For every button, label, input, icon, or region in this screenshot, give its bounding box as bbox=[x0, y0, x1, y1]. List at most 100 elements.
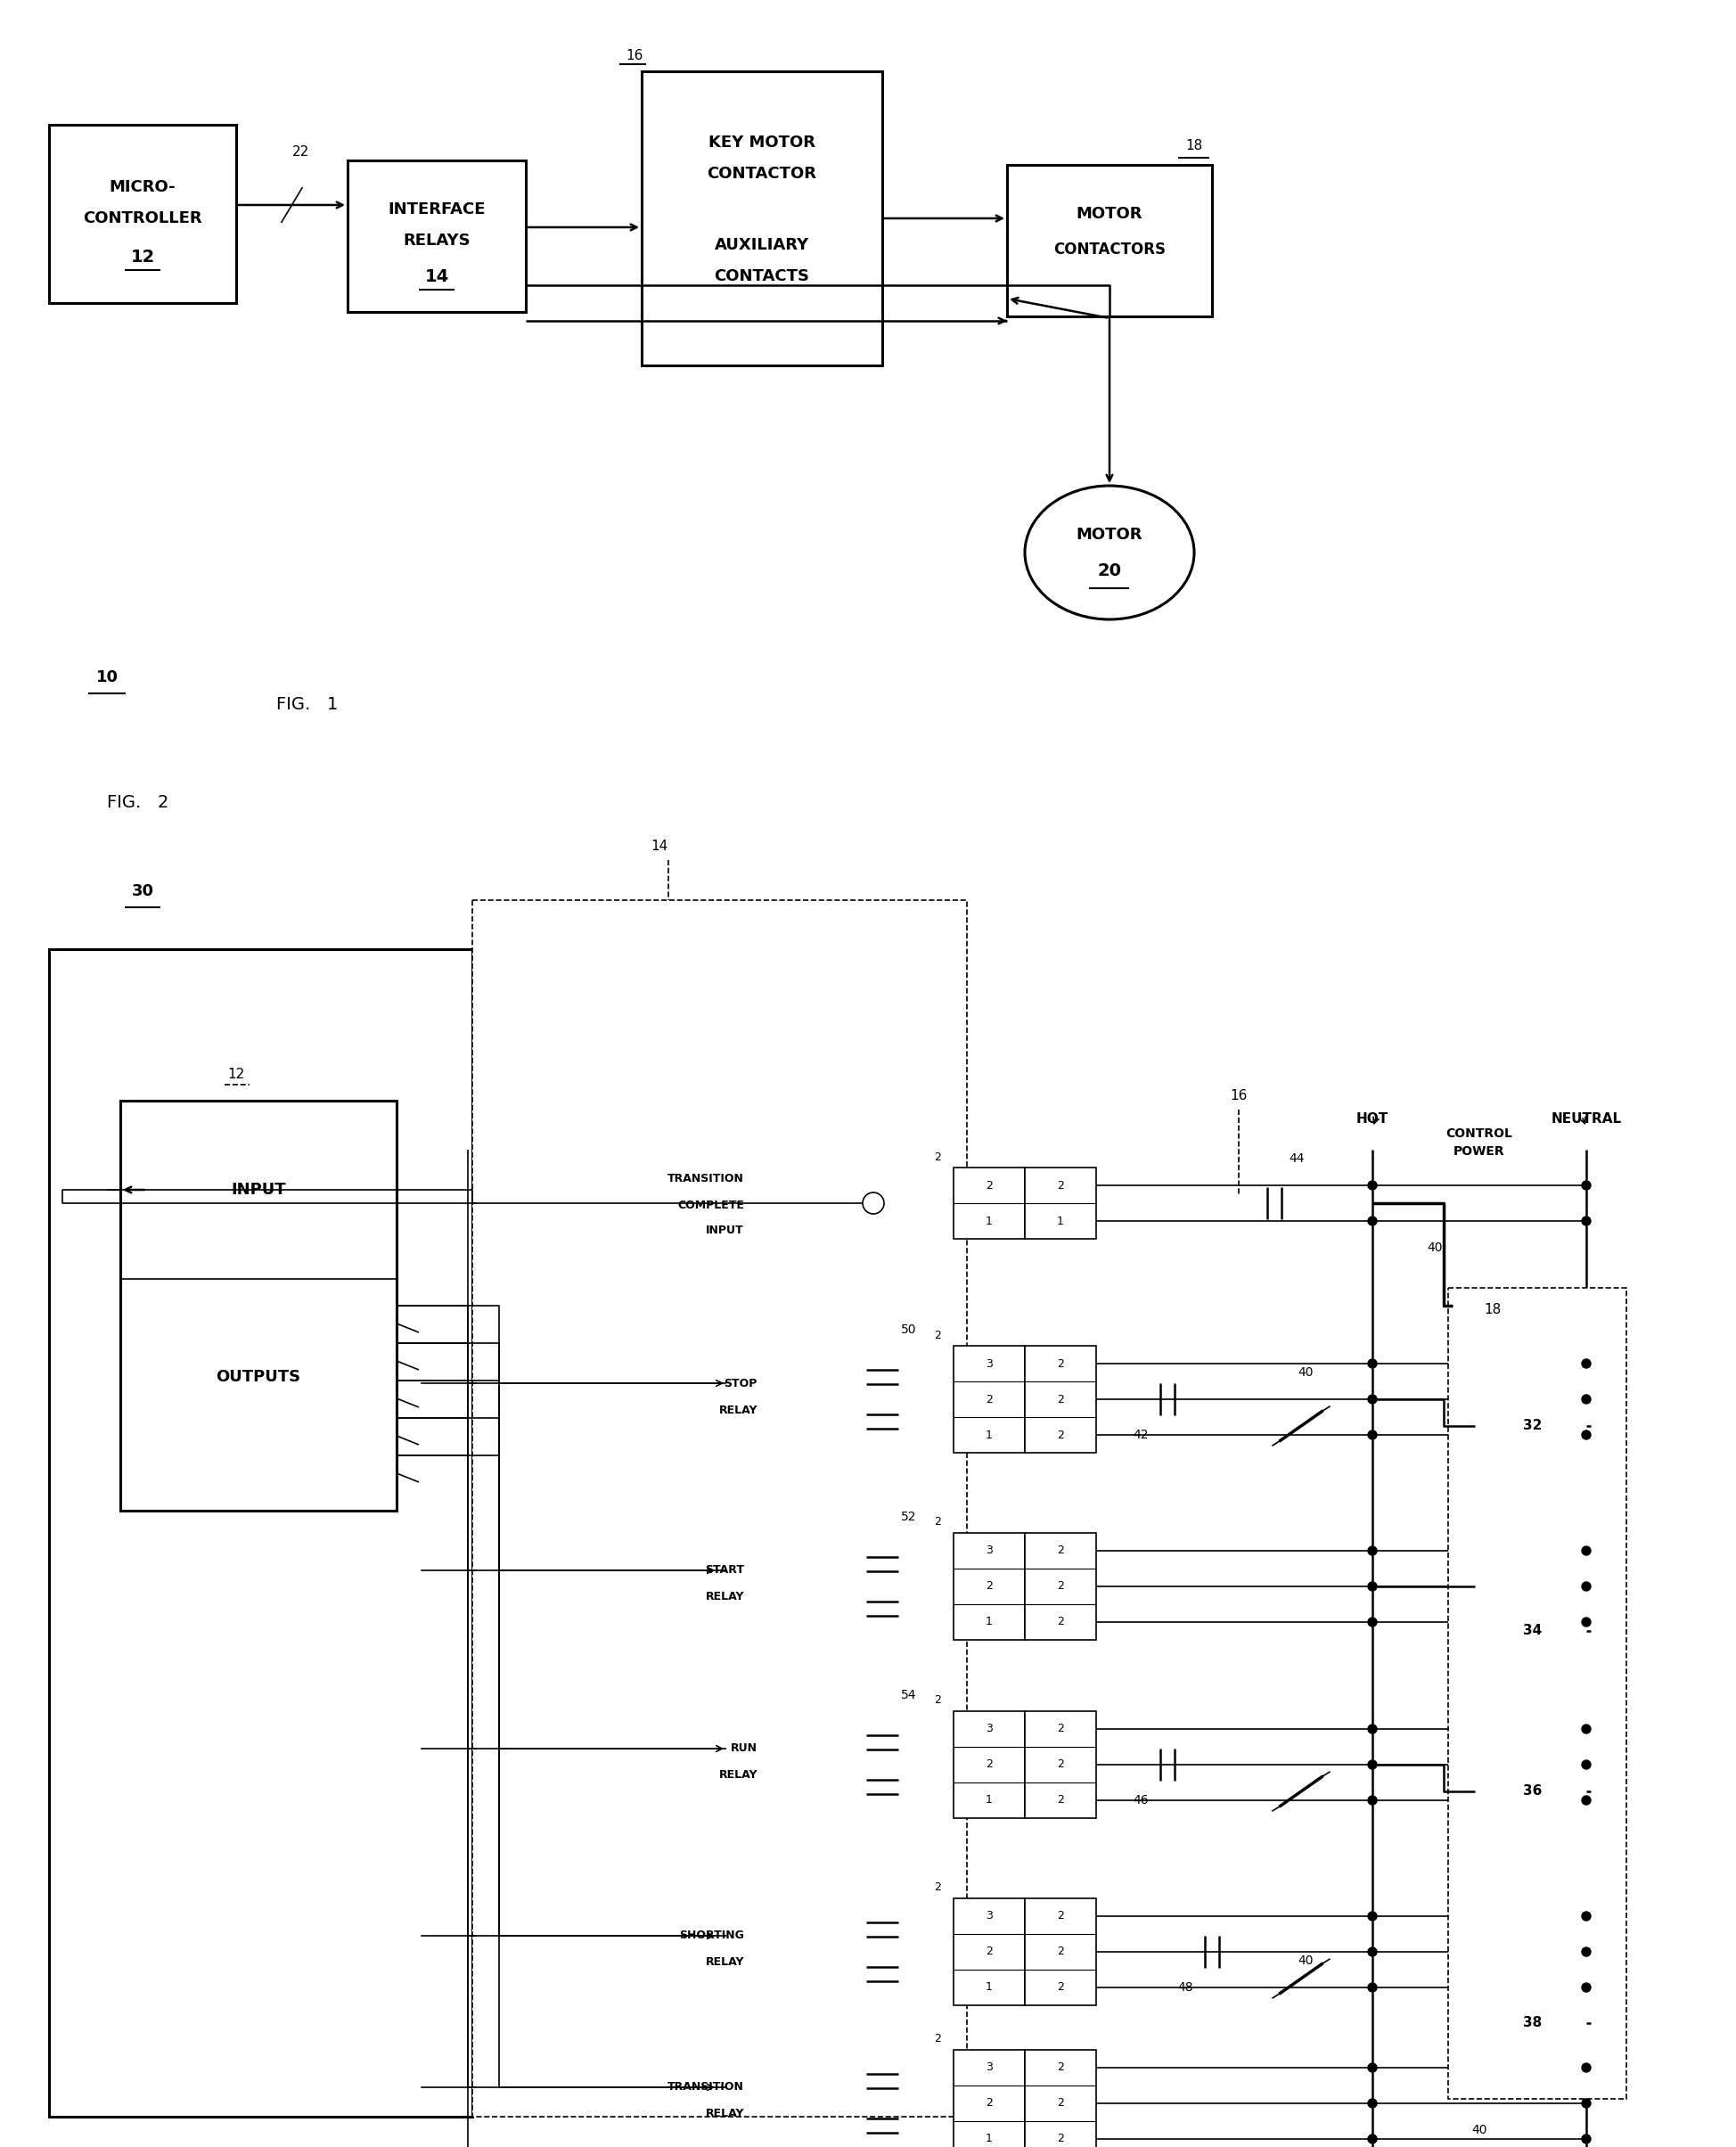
Circle shape bbox=[1368, 1181, 1377, 1189]
Text: 2: 2 bbox=[934, 2033, 941, 2044]
Text: 2: 2 bbox=[986, 1758, 993, 1771]
Text: 12: 12 bbox=[227, 1067, 245, 1080]
Text: 12: 12 bbox=[130, 249, 155, 264]
Text: MOTOR: MOTOR bbox=[1076, 206, 1142, 221]
Circle shape bbox=[1368, 1984, 1377, 1992]
Text: 20: 20 bbox=[1097, 563, 1121, 580]
Text: POWER: POWER bbox=[1453, 1144, 1505, 1157]
Bar bbox=[1024, 1898, 1095, 2005]
Circle shape bbox=[1368, 1546, 1377, 1554]
Text: 2: 2 bbox=[1057, 1546, 1064, 1557]
Bar bbox=[641, 71, 882, 365]
Text: 2: 2 bbox=[986, 1580, 993, 1593]
Ellipse shape bbox=[1024, 485, 1194, 620]
Text: 2: 2 bbox=[934, 1883, 941, 1894]
Circle shape bbox=[1368, 1430, 1377, 1438]
Circle shape bbox=[1368, 2134, 1377, 2143]
Text: RELAY: RELAY bbox=[705, 1956, 743, 1969]
Text: 18: 18 bbox=[1186, 140, 1201, 152]
Bar bbox=[953, 2050, 1024, 2147]
Text: 2: 2 bbox=[1057, 2098, 1064, 2108]
Bar bbox=[953, 1168, 1024, 1239]
Text: 2: 2 bbox=[1057, 1758, 1064, 1771]
Circle shape bbox=[1581, 1359, 1590, 1368]
Circle shape bbox=[1581, 1724, 1590, 1733]
Bar bbox=[1007, 165, 1212, 316]
Circle shape bbox=[1368, 1582, 1377, 1591]
Bar bbox=[472, 900, 967, 2117]
Text: 2: 2 bbox=[986, 1393, 993, 1404]
Circle shape bbox=[1368, 1795, 1377, 1806]
Text: 2: 2 bbox=[986, 1179, 993, 1192]
Text: 1: 1 bbox=[986, 1982, 993, 1992]
Circle shape bbox=[1474, 1574, 1590, 1690]
Text: 16: 16 bbox=[625, 49, 642, 62]
Text: 10: 10 bbox=[95, 670, 118, 685]
Circle shape bbox=[1581, 1761, 1590, 1769]
Text: 14: 14 bbox=[424, 268, 448, 286]
Text: 2: 2 bbox=[934, 1694, 941, 1707]
Text: FIG.   2: FIG. 2 bbox=[108, 794, 168, 812]
Circle shape bbox=[1581, 1984, 1590, 1992]
Circle shape bbox=[1474, 1368, 1590, 1484]
Text: 1: 1 bbox=[986, 1430, 993, 1441]
Text: 2: 2 bbox=[986, 1945, 993, 1958]
Text: 2: 2 bbox=[1057, 1580, 1064, 1593]
Text: COMPLETE: COMPLETE bbox=[677, 1200, 743, 1211]
Text: 2: 2 bbox=[1057, 2134, 1064, 2145]
Text: 2: 2 bbox=[1057, 2061, 1064, 2074]
Text: 36: 36 bbox=[1522, 1784, 1542, 1797]
Text: 40: 40 bbox=[1470, 2123, 1486, 2136]
Circle shape bbox=[1368, 1911, 1377, 1922]
Circle shape bbox=[1368, 2100, 1377, 2108]
Circle shape bbox=[1581, 1396, 1590, 1404]
Text: RELAY: RELAY bbox=[705, 1591, 743, 1604]
Text: RELAY: RELAY bbox=[719, 1404, 757, 1415]
Text: CONTACTORS: CONTACTORS bbox=[1052, 240, 1165, 258]
Circle shape bbox=[1581, 2134, 1590, 2143]
Bar bbox=[347, 161, 526, 311]
Circle shape bbox=[1368, 2063, 1377, 2072]
Text: AUXILIARY: AUXILIARY bbox=[713, 236, 809, 253]
Text: 22: 22 bbox=[292, 144, 309, 159]
Circle shape bbox=[1581, 1546, 1590, 1554]
Text: RELAY: RELAY bbox=[719, 1769, 757, 1782]
Text: FIG.   1: FIG. 1 bbox=[276, 696, 339, 713]
Text: 50: 50 bbox=[901, 1323, 917, 1335]
Circle shape bbox=[1368, 1396, 1377, 1404]
Text: START: START bbox=[705, 1565, 743, 1576]
Bar bbox=[1024, 1168, 1095, 1239]
Bar bbox=[953, 1533, 1024, 1640]
Text: 2: 2 bbox=[1057, 1982, 1064, 1992]
Text: 3: 3 bbox=[986, 1911, 993, 1922]
Text: 52: 52 bbox=[901, 1511, 917, 1522]
Text: RUN: RUN bbox=[731, 1743, 757, 1754]
Text: CONTACTOR: CONTACTOR bbox=[707, 165, 816, 182]
Text: CONTACTS: CONTACTS bbox=[713, 268, 809, 283]
Bar bbox=[49, 125, 236, 303]
Text: HOT: HOT bbox=[1356, 1112, 1387, 1125]
Text: INPUT: INPUT bbox=[231, 1181, 286, 1198]
Bar bbox=[953, 1346, 1024, 1454]
Bar bbox=[953, 1898, 1024, 2005]
Circle shape bbox=[1581, 1617, 1590, 1627]
Text: 44: 44 bbox=[1288, 1153, 1304, 1166]
Text: KEY MOTOR: KEY MOTOR bbox=[708, 135, 814, 150]
Text: 3: 3 bbox=[986, 1357, 993, 1370]
Text: 1: 1 bbox=[986, 2134, 993, 2145]
Text: 30: 30 bbox=[132, 882, 155, 900]
Text: 2: 2 bbox=[934, 1151, 941, 1164]
Text: 2: 2 bbox=[1057, 1357, 1064, 1370]
Text: 48: 48 bbox=[1177, 1982, 1193, 1995]
Bar bbox=[1024, 1711, 1095, 1819]
Text: 42: 42 bbox=[1132, 1428, 1147, 1441]
Text: 40: 40 bbox=[1297, 1954, 1312, 1967]
Text: 1: 1 bbox=[986, 1617, 993, 1627]
Text: 14: 14 bbox=[651, 839, 668, 852]
Bar bbox=[1024, 2050, 1095, 2147]
Circle shape bbox=[1474, 1733, 1590, 1849]
Bar bbox=[1448, 1288, 1625, 2100]
Circle shape bbox=[1581, 1181, 1590, 1189]
Text: SHORTING: SHORTING bbox=[679, 1930, 743, 1941]
Circle shape bbox=[1368, 1761, 1377, 1769]
